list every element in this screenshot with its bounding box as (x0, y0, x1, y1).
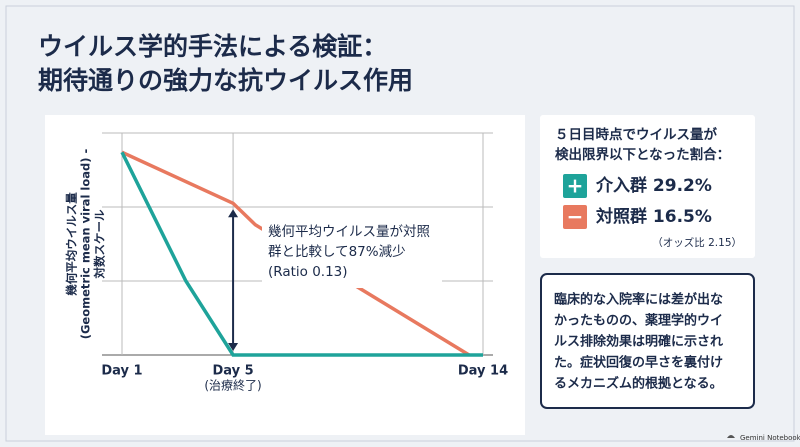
x-note: (治療終了) (204, 378, 261, 393)
stats-note: （オッズ比 2.15） (652, 236, 742, 249)
group-icon-box (563, 205, 587, 229)
x-tick-label: Day 14 (458, 364, 508, 379)
arrow-head (228, 209, 239, 218)
group-label: 介入群 29.2% (595, 175, 712, 196)
x-tick-label: Day 1 (101, 364, 142, 379)
conclusion-line: かったものの、薬理学的ウイ (554, 313, 723, 329)
conclusion-line: 臨床的な入院率には差が出な (554, 292, 723, 308)
annotation-box (262, 218, 442, 288)
stats-panel (540, 115, 755, 258)
frame (5, 5, 795, 442)
group-icon: − (567, 205, 584, 229)
title-line: ウイルス学的手法による検証： (38, 32, 387, 61)
footer-icon (727, 435, 735, 438)
conclusion-line: た。症状回復の早さを裏付け (554, 355, 723, 371)
annotation-line: 群と比較して87%減少 (268, 243, 406, 260)
annotation-line: (Ratio 0.13) (268, 264, 348, 280)
footer: Gemini Notebook (740, 434, 800, 442)
y-label-line: 対数スケール (93, 209, 107, 279)
conclusion-panel (540, 273, 755, 409)
arrow-head (228, 343, 239, 351)
x-tick-label: Day 5 (212, 364, 253, 379)
y-label: 幾何平均ウイルス量 (Geometric mean viral load) - 対数… (65, 149, 107, 340)
group-icon-box (563, 174, 587, 198)
stats-heading: 検出限界以下となった割合： (555, 146, 730, 163)
y-label-line: (Geometric mean viral load) - (79, 149, 93, 340)
conclusion-line: るメカニズム的根拠となる。 (554, 376, 723, 392)
group-icon: + (567, 174, 584, 198)
conclusion-line: ルス排除効果は明確に示され (554, 334, 723, 350)
series-line (121, 150, 471, 357)
y-label-line: 幾何平均ウイルス量 (65, 192, 79, 296)
stats-heading: ５日目時点でウイルス量が (555, 126, 717, 143)
group-label: 対照群 16.5% (595, 206, 712, 227)
series-line (120, 151, 483, 357)
title-line: 期待通りの強力な抗ウイルス作用 (38, 66, 413, 95)
annotation-line: 幾何平均ウイルス量が対照 (268, 224, 430, 240)
